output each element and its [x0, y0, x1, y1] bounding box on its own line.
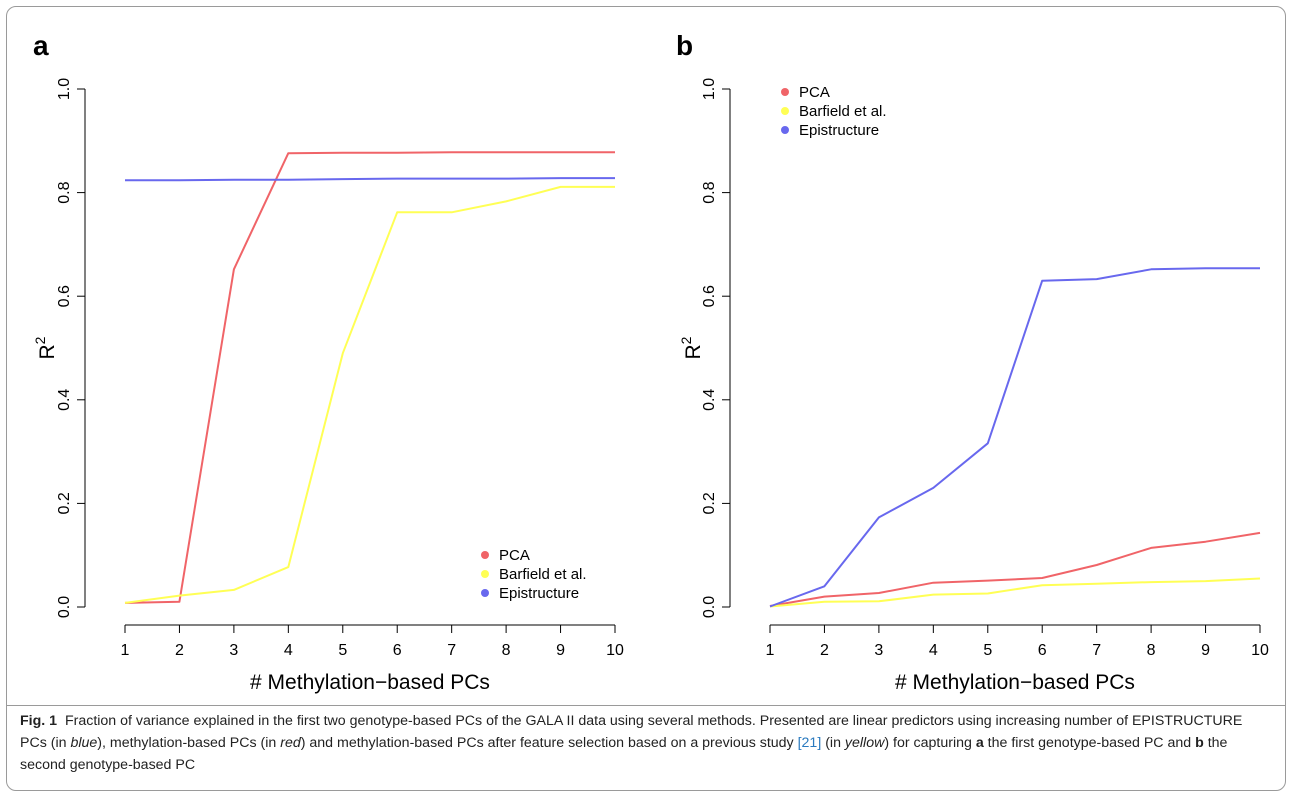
y-tick-label: 1.0	[56, 78, 73, 100]
panel-letter: a	[33, 30, 49, 61]
caption-yellow: yellow	[844, 735, 885, 751]
y-axis-title: R2	[678, 336, 705, 359]
panel-letter: b	[676, 30, 693, 61]
y-tick-label: 0.2	[701, 492, 718, 514]
x-tick-label: 2	[820, 642, 829, 659]
caption-fig-label: Fig. 1	[20, 713, 58, 729]
figure-caption: Fig. 1 Fraction of variance explained in…	[20, 710, 1270, 776]
x-tick-label: 8	[502, 642, 511, 659]
series-line-pca	[124, 151, 615, 604]
caption-blue: blue	[70, 735, 98, 751]
y-tick-label: 0.6	[56, 285, 73, 307]
y-axis-title: R2	[32, 336, 59, 359]
x-axis-title: # Methylation−based PCs	[250, 671, 490, 694]
y-tick-label: 0.4	[56, 389, 73, 411]
legend-marker	[481, 551, 489, 559]
legend-label: Epistructure	[499, 585, 579, 602]
caption-text: (in	[821, 735, 845, 751]
caption-text: Fraction of variance explained in the fi…	[20, 713, 1243, 751]
caption-panel-a: a	[975, 735, 984, 751]
panel-b: b 1 2 3 4 5 6 7 8 9 10 # Methylation−based PCs 0.0 0.…	[676, 30, 1269, 694]
y-tick-label: 0.2	[56, 492, 73, 514]
y-tick-label: 0.4	[701, 389, 718, 411]
legend-marker	[481, 589, 489, 597]
y-tick-label: 1.0	[701, 78, 718, 100]
y-tick-label: 0.0	[701, 596, 718, 618]
caption-panel-b: b	[1195, 735, 1204, 751]
legend-label: Barfield et al.	[799, 103, 887, 120]
x-tick-label: 4	[929, 642, 938, 659]
x-tick-label: 5	[983, 642, 992, 659]
legend-marker	[781, 126, 789, 134]
x-tick-label: 2	[175, 642, 184, 659]
y-tick-label: 0.8	[56, 181, 73, 203]
x-tick-label: 5	[338, 642, 347, 659]
caption-text: the first genotype-based PC and	[983, 735, 1196, 751]
x-tick-label: 10	[606, 642, 624, 659]
panel-a: a 1 2 3 4 5 6 7 8 9 10 # Methylation−based PCs 0.0 0.…	[32, 30, 624, 694]
x-tick-label: 6	[1038, 642, 1047, 659]
x-tick-label: 3	[874, 642, 883, 659]
x-tick-label: 7	[447, 642, 456, 659]
caption-text: ), methylation-based PCs (in	[97, 735, 281, 751]
y-tick-label: 0.8	[701, 181, 718, 203]
x-tick-label: 3	[229, 642, 238, 659]
x-tick-label: 9	[556, 642, 565, 659]
x-tick-label: 7	[1092, 642, 1101, 659]
x-tick-label: 8	[1147, 642, 1156, 659]
legend-label: Epistructure	[799, 122, 879, 139]
caption-text: the second genotype-based PC	[20, 735, 1228, 773]
caption-text: ) for capturing	[884, 735, 976, 751]
y-tick-label: 0.0	[56, 596, 73, 618]
caption-red: red	[280, 735, 301, 751]
x-tick-label: 1	[121, 642, 130, 659]
legend-marker	[781, 107, 789, 115]
caption-reference-link[interactable]: [21]	[797, 735, 822, 751]
series-line-barfield-et-al	[769, 577, 1261, 608]
y-tick-label: 0.6	[701, 285, 718, 307]
legend-marker	[781, 88, 789, 96]
caption-text: ) and methylation-based PCs after featur…	[300, 735, 798, 751]
x-tick-label: 6	[393, 642, 402, 659]
y-axis-title-text: R	[36, 344, 59, 359]
legend-label: Barfield et al.	[499, 566, 587, 583]
y-axis-title-superscript: 2	[678, 336, 694, 344]
legend-marker	[481, 570, 489, 578]
figure-frame	[6, 6, 1286, 791]
series-line-epistructure	[769, 267, 1260, 608]
series-line-pca	[769, 531, 1261, 607]
x-axis-title: # Methylation−based PCs	[895, 671, 1135, 694]
caption-divider	[6, 705, 1286, 706]
legend-label: PCA	[799, 84, 830, 101]
x-tick-label: 1	[766, 642, 775, 659]
x-tick-label: 9	[1201, 642, 1210, 659]
legend-label: PCA	[499, 547, 530, 564]
x-tick-label: 10	[1251, 642, 1269, 659]
series-line-epistructure	[125, 177, 615, 182]
series-line-barfield-et-al	[124, 185, 615, 604]
y-axis-title-superscript: 2	[32, 336, 48, 344]
x-tick-label: 4	[284, 642, 293, 659]
y-axis-title-text: R	[682, 344, 705, 359]
